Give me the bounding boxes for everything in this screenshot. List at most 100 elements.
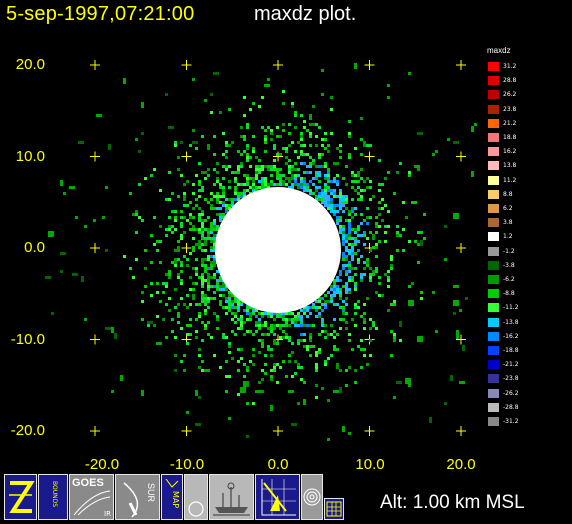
- legend-label: 26.2: [503, 91, 517, 99]
- legend-swatch: [488, 204, 499, 213]
- legend-label: 21.2: [503, 119, 517, 127]
- legend-swatch: [488, 118, 499, 128]
- legend-label: -11.2: [503, 304, 519, 312]
- grid-plot-button[interactable]: [255, 474, 300, 520]
- legend-label: 8.8: [503, 190, 513, 198]
- grid-marker: [181, 243, 192, 253]
- svg-text:SUR: SUR: [146, 483, 156, 503]
- legend-label: 31.2: [503, 63, 517, 70]
- legend-label: 18.8: [503, 134, 517, 141]
- legend-label: 28.8: [503, 77, 517, 85]
- z-icon: [9, 481, 35, 513]
- legend-label: -28.8: [503, 403, 519, 411]
- legend-label: -8.8: [503, 290, 515, 298]
- legend-swatch: [488, 62, 499, 71]
- legend-swatch: [488, 189, 499, 199]
- y-tick-label: -10.0: [10, 331, 45, 348]
- legend-label: -6.2: [503, 276, 515, 283]
- y-tick-label: -20.0: [10, 422, 45, 439]
- legend-label: -3.8: [503, 261, 515, 269]
- x-tick-label: -10.0: [169, 456, 205, 473]
- grid-marker: [181, 60, 192, 70]
- svg-text:BOUNDS: BOUNDS: [51, 481, 58, 507]
- legend-label: 13.8: [503, 162, 517, 170]
- radar-blind-zone: [215, 187, 341, 313]
- legend-swatch: [488, 175, 499, 185]
- sur-button[interactable]: SUR: [115, 474, 160, 520]
- title-datetime: 5-sep-1997,07:21:00: [6, 3, 195, 25]
- legend-swatch: [488, 90, 499, 100]
- grid-marker: [90, 243, 100, 253]
- y-tick-label: 20.0: [15, 56, 45, 73]
- table-icon: [326, 501, 342, 517]
- grid-marker: [456, 334, 466, 345]
- grid-marker: [181, 151, 192, 162]
- title-product: maxdz plot.: [254, 3, 357, 25]
- table-button[interactable]: [324, 498, 344, 520]
- rings-button[interactable]: [301, 474, 323, 520]
- legend-swatch: [488, 260, 499, 270]
- altitude-label: Alt: 1.00 km MSL: [380, 492, 525, 513]
- goes-ir-button[interactable]: GOES IR: [69, 474, 114, 520]
- svg-text:GOES: GOES: [72, 477, 104, 489]
- legend-label: -21.2: [503, 361, 519, 369]
- legend-label: 6.2: [503, 205, 513, 212]
- legend-swatch: [488, 374, 499, 384]
- legend-label: -23.8: [503, 375, 519, 383]
- legend-swatch: [488, 346, 499, 355]
- legend-label: 1.2: [503, 233, 513, 241]
- legend-swatch: [488, 104, 499, 114]
- legend-label: -16.2: [503, 332, 519, 340]
- legend-label: -26.2: [503, 389, 519, 397]
- grid-marker: [90, 60, 100, 70]
- rings-icon: [303, 488, 321, 506]
- legend-swatch: [488, 417, 499, 426]
- x-tick-label: -20.0: [84, 456, 120, 473]
- legend-label: 16.2: [503, 148, 517, 156]
- legend-swatch: [488, 133, 499, 142]
- map-button[interactable]: MAP: [161, 474, 183, 520]
- grid-marker: [273, 60, 283, 70]
- legend-label: -1.2: [503, 247, 515, 255]
- grid-marker: [90, 426, 100, 436]
- map-icon: MAP: [165, 478, 180, 508]
- circle-icon: [188, 501, 204, 517]
- legend-swatch: [488, 76, 499, 86]
- bounds-button[interactable]: BOUNDS: [38, 474, 68, 520]
- ship-button[interactable]: [209, 474, 254, 520]
- grid-marker: [456, 151, 466, 162]
- legend-swatch: [488, 331, 499, 341]
- grid-marker: [456, 60, 466, 70]
- legend-label: -31.2: [503, 418, 519, 425]
- grid-marker: [456, 243, 466, 253]
- z-button[interactable]: [4, 474, 37, 520]
- legend-label: -13.8: [503, 318, 519, 326]
- legend-swatch: [488, 275, 499, 284]
- svg-text:MAP: MAP: [171, 491, 180, 508]
- grid-plot-icon: [261, 479, 296, 516]
- x-tick-label: 0.0: [267, 456, 289, 473]
- grid-marker: [364, 426, 375, 436]
- legend-swatch: [488, 289, 499, 299]
- legend-swatch: [488, 218, 499, 228]
- legend-label: 11.2: [503, 176, 517, 184]
- bounds-icon: BOUNDS: [51, 481, 58, 507]
- legend-title: maxdz: [487, 46, 511, 55]
- legend-swatch: [488, 232, 499, 242]
- x-tick-label: 20.0: [446, 456, 476, 473]
- legend-swatch: [488, 402, 499, 412]
- legend-swatch: [488, 317, 499, 327]
- satellite-icon: GOES IR: [72, 477, 111, 518]
- circle-button[interactable]: [184, 474, 208, 520]
- legend-swatch: [488, 161, 499, 171]
- grid-marker: [364, 151, 375, 162]
- grid-marker: [181, 426, 192, 436]
- grid-marker: [90, 151, 100, 162]
- radar-plot-area[interactable]: [0, 0, 480, 470]
- legend-swatch: [488, 360, 499, 370]
- y-tick-label: 0.0: [24, 239, 45, 256]
- radar-echo-field: [45, 63, 477, 441]
- legend-swatch: [488, 388, 499, 398]
- legend-swatch: [488, 246, 499, 256]
- y-tick-label: 10.0: [15, 148, 45, 165]
